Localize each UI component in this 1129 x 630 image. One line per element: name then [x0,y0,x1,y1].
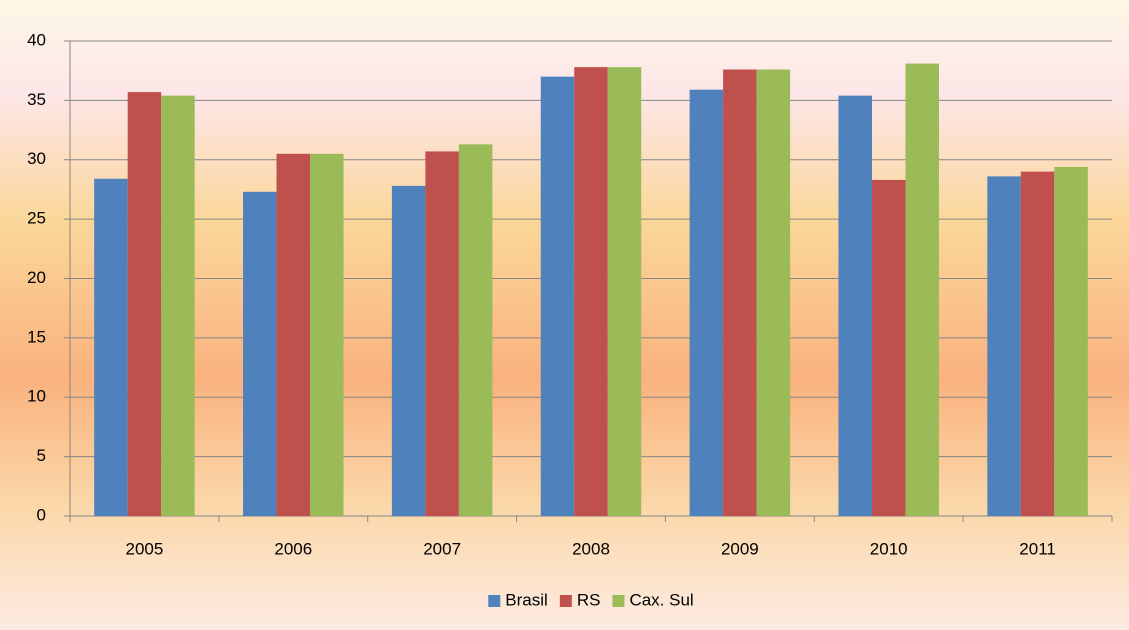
bar [243,191,277,516]
bar [871,179,906,516]
y-tick-label: 15 [27,327,46,346]
bar [987,176,1021,516]
y-tick-label: 5 [37,446,46,465]
bar [310,153,344,516]
bar [905,63,939,516]
legend-label: Cax. Sul [629,590,693,609]
bar [94,178,128,516]
bar [838,95,872,516]
x-tick-label: 2005 [126,539,164,558]
bar [127,92,162,516]
x-tick-label: 2007 [423,539,461,558]
x-tick-label: 2009 [721,539,759,558]
y-tick-label: 0 [37,505,46,524]
bar [1020,171,1055,516]
y-tick-label: 40 [27,30,46,49]
legend-label: RS [577,590,601,609]
x-tick-label: 2006 [274,539,312,558]
bar [540,76,575,516]
y-tick-label: 25 [27,209,46,228]
bar [161,95,195,516]
legend-swatch [612,595,625,607]
bar [425,151,459,516]
y-tick-label: 35 [27,90,46,109]
x-tick-label: 2011 [1019,539,1056,558]
bar [391,185,426,516]
y-tick-label: 30 [27,149,46,168]
x-tick-label: 2008 [572,539,610,558]
bar [756,69,791,516]
legend-swatch [488,595,501,607]
bar [607,67,642,516]
bar [276,153,311,516]
bar [574,67,608,516]
bar [689,89,724,516]
legend-swatch [559,595,572,607]
bar [723,69,757,516]
bar [458,144,493,516]
legend-label: Brasil [505,590,548,609]
bar [1054,166,1088,516]
y-tick-label: 10 [27,387,46,406]
x-tick-label: 2010 [870,539,908,558]
y-tick-label: 20 [27,268,46,287]
